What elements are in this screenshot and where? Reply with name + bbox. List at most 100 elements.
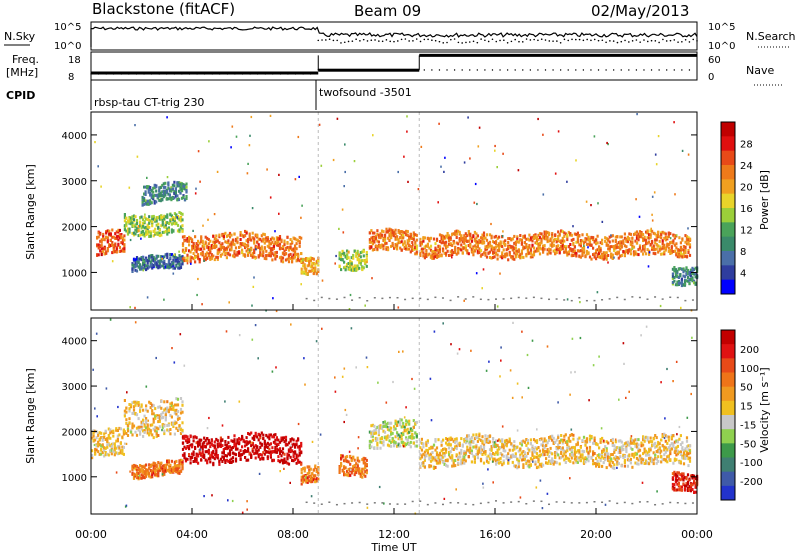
heatmap-cell [598, 252, 601, 255]
heatmap-cell [540, 239, 543, 243]
heatmap-cell [183, 251, 186, 254]
heatmap-cell [488, 233, 492, 237]
heatmap-cell [585, 249, 589, 253]
nave-point [423, 69, 425, 71]
heatmap-cell [454, 446, 457, 450]
heatmap-cell [291, 437, 294, 441]
heatmap-cell [266, 446, 269, 449]
heatmap-cell [207, 450, 210, 454]
heatmap-cell [420, 461, 423, 465]
heatmap-cell [271, 240, 274, 244]
heatmap-cell [685, 273, 688, 277]
heatmap-cell [470, 435, 473, 439]
heatmap-cell [233, 434, 236, 438]
heatmap-cell [298, 259, 301, 263]
heatmap-cell [376, 232, 379, 236]
ground-scatter [388, 296, 391, 299]
nsearch-point [393, 40, 395, 43]
heatmap-cell [479, 240, 483, 244]
heatmap-cell [611, 253, 614, 257]
heatmap-cell [620, 241, 623, 245]
heatmap-cell [134, 467, 137, 471]
heatmap-cell [197, 461, 200, 465]
heatmap-cell [183, 239, 186, 243]
heatmap-cell [638, 230, 642, 234]
heatmap-cell [121, 448, 124, 452]
heatmap-cell [140, 265, 143, 269]
heatmap-cell [244, 450, 247, 454]
heatmap-cell [203, 440, 206, 444]
heatmap-cell [191, 452, 194, 456]
heatmap-cell [176, 415, 180, 419]
nave-point [203, 73, 206, 75]
heatmap-cell [125, 229, 128, 233]
heatmap-cell [470, 449, 473, 453]
nsearch-point [529, 39, 532, 41]
heatmap-noise [134, 124, 136, 127]
heatmap-cell [106, 238, 109, 242]
heatmap-cell [286, 235, 289, 239]
heatmap-cell [167, 264, 170, 268]
heatmap-cell [157, 427, 160, 431]
heatmap-cell [356, 465, 359, 468]
heatmap-cell [400, 425, 403, 429]
heatmap-cell [347, 250, 350, 254]
heatmap-cell [139, 469, 142, 473]
heatmap-cell [159, 191, 162, 195]
heatmap-cell [385, 241, 388, 245]
heatmap-cell [146, 223, 149, 227]
heatmap-cell [402, 242, 405, 246]
heatmap-cell [123, 409, 126, 413]
heatmap-cell [526, 237, 529, 241]
heatmap-cell [388, 232, 391, 236]
heatmap-cell [415, 238, 418, 242]
heatmap-cell [120, 233, 123, 236]
heatmap-cell [225, 256, 228, 260]
heatmap-cell [676, 252, 679, 256]
heatmap-cell [423, 465, 426, 469]
heatmap-cell [260, 239, 263, 243]
heatmap-cell [233, 249, 236, 253]
heatmap-cell [442, 451, 445, 455]
heatmap-cell [432, 252, 436, 256]
heatmap-cell [277, 237, 280, 240]
heatmap-cell [158, 466, 161, 470]
heatmap-cell [440, 440, 443, 444]
heatmap-cell [126, 424, 130, 427]
heatmap-cell [183, 259, 186, 263]
heatmap-cell [346, 249, 349, 253]
nsearch-point [669, 39, 672, 42]
heatmap-cell [370, 445, 373, 449]
heatmap-cell [406, 420, 409, 424]
heatmap-cell [435, 255, 439, 259]
heatmap-cell [266, 457, 269, 461]
heatmap-cell [358, 469, 361, 473]
heatmap-cell [163, 214, 166, 218]
heatmap-cell [458, 237, 461, 240]
heatmap-cell [151, 423, 154, 427]
heatmap-cell [203, 436, 206, 440]
heatmap-cell [260, 442, 263, 446]
heatmap-cell [601, 254, 604, 258]
heatmap-cell [158, 215, 161, 219]
heatmap-cell [390, 244, 393, 248]
heatmap-cell [482, 236, 486, 240]
heatmap-cell [689, 272, 693, 276]
heatmap-cell [371, 432, 374, 436]
heatmap-cell [364, 260, 367, 264]
heatmap-cell [139, 468, 142, 472]
heatmap-cell [590, 257, 593, 261]
heatmap-cell [104, 451, 107, 454]
heatmap-cell [166, 409, 169, 413]
heatmap-cell [266, 238, 269, 242]
heatmap-cell [681, 248, 684, 252]
heatmap-cell [192, 435, 195, 439]
heatmap-cell [438, 254, 442, 258]
heatmap-cell [177, 198, 181, 202]
heatmap-cell [183, 256, 186, 260]
heatmap-cell [164, 418, 167, 422]
heatmap-cell [454, 251, 457, 254]
heatmap-cell [152, 420, 155, 424]
heatmap-cell [472, 433, 475, 437]
heatmap-cell [396, 424, 399, 427]
